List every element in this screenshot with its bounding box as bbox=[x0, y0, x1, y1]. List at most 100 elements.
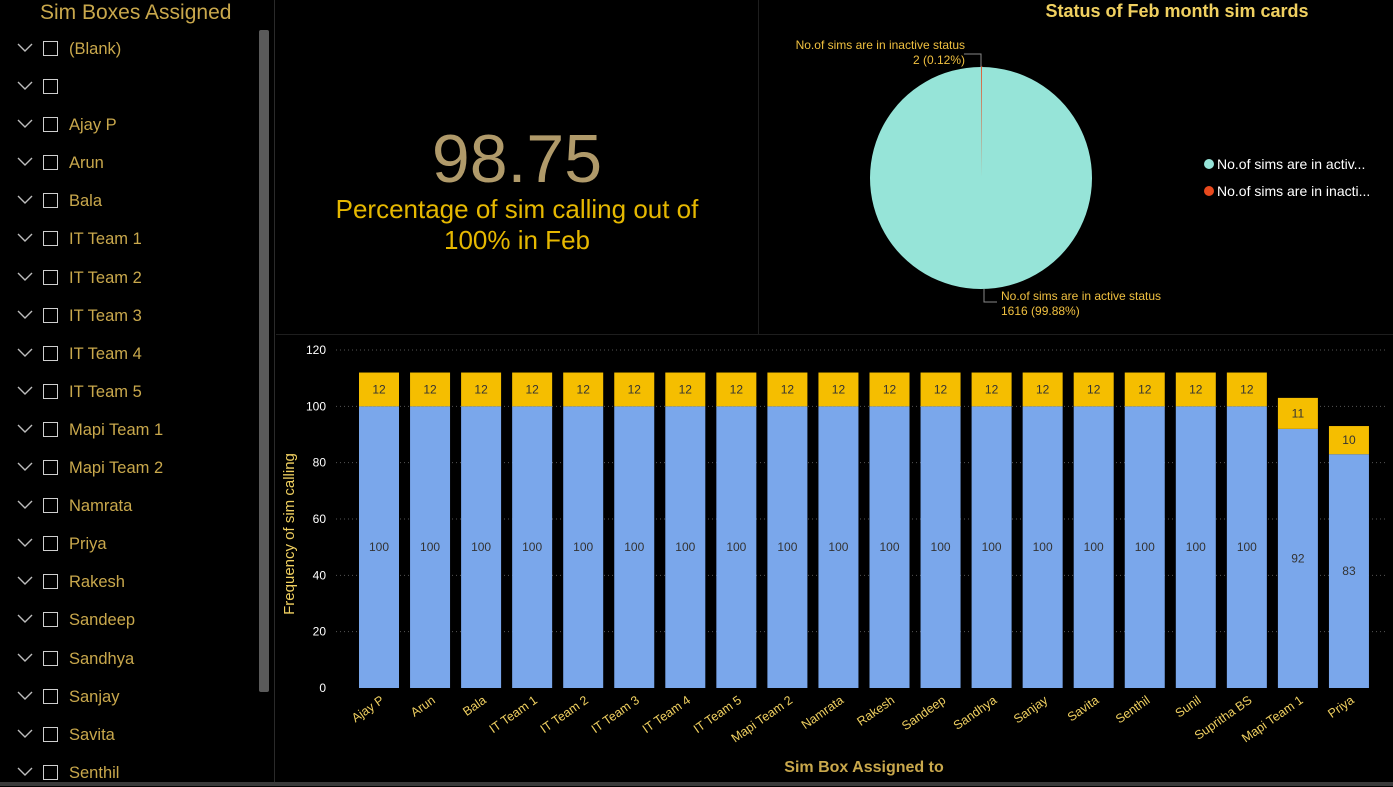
bar-segment-base[interactable] bbox=[512, 406, 553, 688]
slicer-item[interactable]: Senthil bbox=[0, 754, 260, 782]
chevron-down-icon[interactable] bbox=[17, 40, 33, 52]
slicer-scrollbar[interactable] bbox=[259, 30, 269, 692]
slicer-checkbox[interactable] bbox=[43, 498, 58, 514]
slicer-checkbox[interactable] bbox=[43, 460, 58, 476]
slicer-checkbox[interactable] bbox=[43, 536, 58, 552]
slicer-item[interactable]: Mapi Team 1 bbox=[0, 411, 260, 449]
legend-entry[interactable]: No.of sims are in activ... bbox=[1217, 156, 1365, 172]
slicer-checkbox[interactable] bbox=[43, 79, 58, 95]
bar-segment-top[interactable] bbox=[1124, 372, 1165, 407]
bottom-scrollbar[interactable] bbox=[0, 782, 1393, 786]
bar-segment-top[interactable] bbox=[1328, 426, 1369, 455]
bar-segment-top[interactable] bbox=[512, 372, 553, 407]
bar-segment-top[interactable] bbox=[359, 372, 399, 407]
bar-segment-top[interactable] bbox=[767, 372, 808, 407]
chevron-down-icon[interactable] bbox=[17, 154, 33, 167]
bar-segment-top[interactable] bbox=[971, 372, 1012, 407]
bar-segment-top[interactable] bbox=[1226, 372, 1267, 407]
slicer-checkbox[interactable] bbox=[43, 421, 58, 437]
chevron-down-icon[interactable] bbox=[17, 269, 33, 281]
bar-segment-top[interactable] bbox=[563, 372, 604, 407]
bar-segment-base[interactable] bbox=[767, 406, 808, 688]
slicer-checkbox[interactable] bbox=[43, 307, 58, 323]
chevron-down-icon[interactable] bbox=[17, 573, 33, 586]
slicer-checkbox[interactable] bbox=[43, 41, 58, 56]
bar-segment-top[interactable] bbox=[1175, 372, 1216, 407]
bar-segment-base[interactable] bbox=[461, 406, 502, 688]
slicer-item[interactable] bbox=[0, 68, 260, 106]
chevron-down-icon[interactable] bbox=[17, 764, 33, 776]
slicer-item[interactable]: (Blank) bbox=[0, 30, 260, 68]
bar-segment-base[interactable] bbox=[1022, 406, 1063, 688]
slicer-item[interactable]: IT Team 4 bbox=[0, 335, 260, 373]
chevron-down-icon[interactable] bbox=[17, 726, 33, 738]
slicer-checkbox[interactable] bbox=[43, 383, 58, 399]
bar-segment-base[interactable] bbox=[359, 406, 399, 688]
bar-segment-base[interactable] bbox=[716, 406, 757, 688]
slicer-item[interactable]: Rakesh bbox=[0, 563, 260, 601]
bar-segment-top[interactable] bbox=[1073, 372, 1114, 407]
chevron-down-icon[interactable] bbox=[17, 78, 33, 91]
chevron-down-icon[interactable] bbox=[17, 116, 33, 129]
slicer-item[interactable]: Mapi Team 2 bbox=[0, 449, 260, 487]
chevron-down-icon[interactable] bbox=[17, 192, 33, 205]
bar-segment-top[interactable] bbox=[818, 372, 859, 407]
slicer-checkbox[interactable] bbox=[43, 269, 58, 285]
bar-segment-base[interactable] bbox=[665, 406, 706, 688]
chevron-down-icon[interactable] bbox=[17, 497, 33, 510]
bar-segment-base[interactable] bbox=[818, 406, 859, 688]
chevron-down-icon[interactable] bbox=[17, 688, 33, 700]
slicer-item[interactable]: Savita bbox=[0, 716, 260, 754]
slicer-checkbox[interactable] bbox=[43, 650, 58, 666]
legend-entry[interactable]: No.of sims are in inacti... bbox=[1217, 183, 1370, 199]
slicer-checkbox[interactable] bbox=[43, 345, 58, 361]
bar-segment-base[interactable] bbox=[869, 406, 910, 688]
slicer-checkbox[interactable] bbox=[43, 764, 58, 780]
bar-segment-base[interactable] bbox=[971, 406, 1012, 688]
bar-segment-base[interactable] bbox=[614, 406, 655, 688]
slicer-checkbox[interactable] bbox=[43, 193, 58, 209]
bar-segment-top[interactable] bbox=[614, 372, 655, 407]
bar-segment-base[interactable] bbox=[563, 406, 604, 688]
bar-segment-base[interactable] bbox=[1226, 406, 1267, 688]
pie-slice-active[interactable] bbox=[869, 67, 1092, 289]
slicer-item[interactable]: Bala bbox=[0, 182, 260, 220]
slicer-item[interactable]: Priya bbox=[0, 525, 260, 563]
slicer-checkbox[interactable] bbox=[43, 612, 58, 628]
bar-segment-top[interactable] bbox=[716, 372, 757, 407]
bar-segment-base[interactable] bbox=[920, 406, 961, 688]
slicer-item[interactable]: Sanjay bbox=[0, 678, 260, 716]
slicer-item[interactable]: Arun bbox=[0, 144, 260, 182]
slicer-item[interactable]: IT Team 1 bbox=[0, 220, 260, 258]
chevron-down-icon[interactable] bbox=[17, 421, 33, 433]
bar-segment-top[interactable] bbox=[1277, 397, 1318, 429]
slicer-checkbox[interactable] bbox=[43, 726, 58, 742]
bar-segment-base[interactable] bbox=[1175, 406, 1216, 688]
chevron-down-icon[interactable] bbox=[17, 230, 33, 243]
bar-segment-top[interactable] bbox=[665, 372, 706, 407]
bar-segment-base[interactable] bbox=[1124, 406, 1165, 688]
bar-segment-base[interactable] bbox=[1073, 406, 1114, 688]
slicer-item[interactable]: Sandeep bbox=[0, 601, 260, 639]
slicer-checkbox[interactable] bbox=[43, 231, 58, 247]
slicer-item[interactable]: Sandhya bbox=[0, 640, 260, 678]
bar-segment-top[interactable] bbox=[461, 372, 502, 407]
slicer-item[interactable]: IT Team 3 bbox=[0, 297, 260, 335]
bar-segment-top[interactable] bbox=[410, 372, 451, 407]
bar-segment-top[interactable] bbox=[920, 372, 961, 407]
chevron-down-icon[interactable] bbox=[17, 345, 33, 357]
bar-segment-base[interactable] bbox=[1328, 454, 1369, 688]
slicer-item[interactable]: IT Team 5 bbox=[0, 373, 260, 411]
slicer-checkbox[interactable] bbox=[43, 155, 58, 171]
slicer-item[interactable]: IT Team 2 bbox=[0, 259, 260, 297]
slicer-checkbox[interactable] bbox=[43, 117, 58, 133]
chevron-down-icon[interactable] bbox=[17, 307, 33, 319]
slicer-item[interactable]: Ajay P bbox=[0, 106, 260, 144]
slicer-item[interactable]: Namrata bbox=[0, 487, 260, 525]
bar-segment-base[interactable] bbox=[1277, 428, 1318, 688]
chevron-down-icon[interactable] bbox=[17, 535, 33, 548]
bar-segment-top[interactable] bbox=[869, 372, 910, 407]
bar-segment-top[interactable] bbox=[1022, 372, 1063, 407]
chevron-down-icon[interactable] bbox=[17, 611, 33, 624]
chevron-down-icon[interactable] bbox=[17, 459, 33, 472]
